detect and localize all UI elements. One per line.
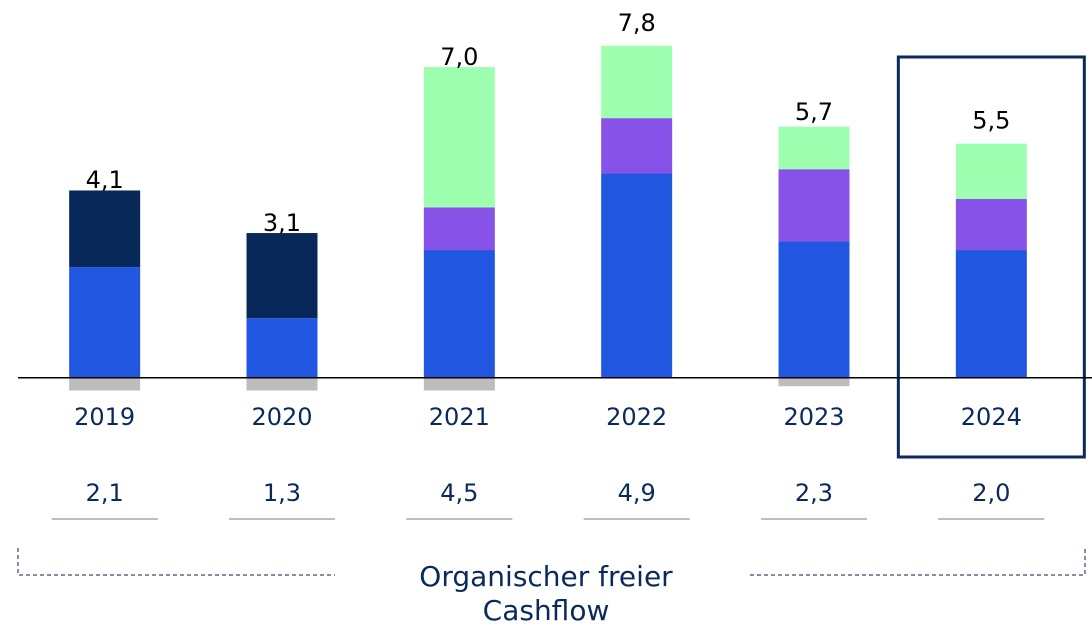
x-tick-label: 2021	[429, 403, 490, 431]
fcf-value: 2,1	[86, 479, 124, 507]
total-label: 7,0	[440, 43, 478, 71]
bar-segment	[69, 190, 141, 268]
bar-segment	[423, 67, 495, 208]
bar-segment	[778, 241, 850, 378]
bar-segment	[423, 207, 495, 251]
bar-segment	[955, 198, 1027, 251]
fcf-value: 1,3	[263, 479, 301, 507]
fcf-label: Organischer freier Cashflow	[419, 560, 673, 627]
bar-segment	[423, 250, 495, 378]
x-tick-label: 2019	[74, 403, 135, 431]
x-tick-label: 2022	[606, 403, 667, 431]
fcf-value: 2,3	[795, 479, 833, 507]
bar-segment	[601, 118, 673, 174]
bar-segment	[246, 377, 318, 391]
bar-segment	[246, 233, 318, 319]
bar-segment	[601, 45, 673, 119]
bar-segment	[955, 250, 1027, 378]
x-tick-label: 2020	[251, 403, 312, 431]
total-label: 5,7	[795, 98, 833, 126]
bar-segment	[778, 377, 850, 387]
fcf-value: 4,9	[618, 479, 656, 507]
bracket	[17, 548, 1086, 576]
bar-segment	[601, 173, 673, 378]
x-tick-label: 2024	[961, 403, 1022, 431]
bar-segment	[955, 143, 1027, 199]
bar-segment	[69, 267, 141, 378]
total-label: 5,5	[972, 107, 1010, 135]
bar-segment	[69, 377, 141, 391]
bar-segment	[778, 169, 850, 242]
highlight-box	[896, 55, 1086, 459]
bar-segment	[423, 377, 495, 391]
total-label: 3,1	[263, 209, 301, 237]
bar-segment	[778, 126, 850, 170]
bar-segment	[246, 318, 318, 378]
total-label: 4,1	[86, 166, 124, 194]
x-tick-label: 2023	[783, 403, 844, 431]
total-label: 7,8	[618, 9, 656, 37]
fcf-value: 4,5	[440, 479, 478, 507]
fcf-value: 2,0	[972, 479, 1010, 507]
